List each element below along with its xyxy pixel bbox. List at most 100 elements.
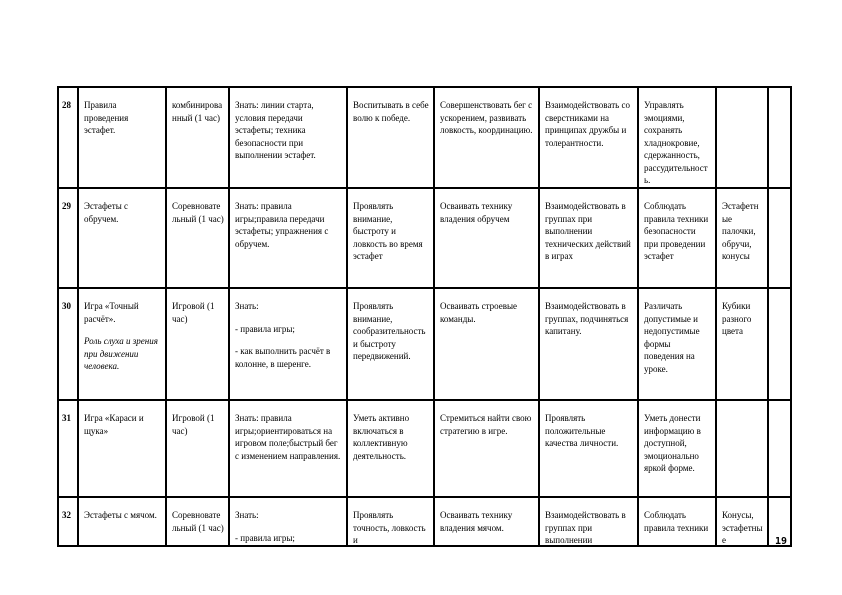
lesson-number-cell: 32: [57, 496, 79, 547]
personal-results-text: Воспитывать в себе волю к победе.: [353, 100, 429, 123]
communicative-results-text: Взаимодействовать в группах, подчиняться…: [545, 301, 629, 336]
personal-results-cell: Проявлять внимание, сообразительность и …: [346, 287, 435, 401]
lesson-type-text: Игровой (1 час): [172, 301, 215, 324]
equipment-cell: [715, 86, 769, 189]
regulative-results-cell: Уметь донести информацию в доступной, эм…: [637, 399, 717, 498]
regulative-results-text: Соблюдать правила техники: [644, 510, 709, 533]
table-row: 28 Правила проведения эстафет. комбинирова…: [57, 86, 792, 189]
subject-results-text: Стремиться найти свою стратегию в игре.: [440, 413, 532, 436]
knowledge-text: - правила игры;: [235, 323, 295, 334]
topic-text: Игра «Точный расчёт».: [84, 301, 139, 324]
lesson-number: 28: [62, 100, 71, 110]
topic-text: Роль слуха и зрения при движении человек…: [84, 336, 158, 371]
table-row: 29 Эстафеты с обручем. Соревновательный (1…: [57, 187, 792, 289]
topic-text: Игра «Караси и щука»: [84, 413, 144, 436]
knowledge-cell: Знать: правила игры;ориентироваться на и…: [228, 399, 348, 498]
lesson-type-text: комбинированный (1 час): [172, 100, 223, 123]
lesson-number: 31: [62, 413, 71, 423]
notes-cell: [767, 287, 792, 401]
topic-cell: Эстафеты с обручем.: [77, 187, 167, 289]
notes-cell: [767, 187, 792, 289]
table-row: 30 Игра «Точный расчёт». Роль слуха и зрен…: [57, 287, 792, 401]
lesson-type-cell: Соревновательный (1 час): [165, 187, 230, 289]
lesson-number-cell: 31: [57, 399, 79, 498]
table-row: 31 Игра «Караси и щука» Игровой (1 час) Зна…: [57, 399, 792, 498]
personal-results-text: Уметь активно включаться в коллективную …: [353, 413, 410, 461]
knowledge-text: Знать: правила игры;ориентироваться на и…: [235, 413, 341, 461]
communicative-results-text: Взаимодействовать со сверстниками на при…: [545, 100, 630, 148]
equipment-cell: Конусы, эстафетные: [715, 496, 769, 547]
communicative-results-text: Взаимодействовать в группах при выполнен…: [545, 510, 626, 545]
communicative-results-cell: Взаимодействовать со сверстниками на при…: [538, 86, 639, 189]
subject-results-cell: Совершенствовать бег с ускорением, разви…: [433, 86, 540, 189]
subject-results-cell: Стремиться найти свою стратегию в игре.: [433, 399, 540, 498]
topic-cell: Правила проведения эстафет.: [77, 86, 167, 189]
personal-results-cell: Воспитывать в себе волю к победе.: [346, 86, 435, 189]
subject-results-text: Осваивать технику владения обручем: [440, 201, 513, 224]
equipment-text: Конусы, эстафетные: [722, 510, 763, 545]
subject-results-text: Осваивать строевые команды.: [440, 301, 518, 324]
regulative-results-cell: Соблюдать правила техники: [637, 496, 717, 547]
personal-results-cell: Проявлять внимание, быстроту и ловкость …: [346, 187, 435, 289]
communicative-results-cell: Проявлять положительные качества личност…: [538, 399, 639, 498]
regulative-results-cell: Управлять эмоциями, сохранять хладнокров…: [637, 86, 717, 189]
subject-results-cell: Осваивать строевые команды.: [433, 287, 540, 401]
regulative-results-cell: Соблюдать правила техники безопасности п…: [637, 187, 717, 289]
subject-results-text: Совершенствовать бег с ускорением, разви…: [440, 100, 533, 135]
equipment-cell: Эстафетные палочки, обручи, конусы: [715, 187, 769, 289]
lesson-type-text: Соревновательный (1 час): [172, 201, 224, 224]
communicative-results-cell: Взаимодействовать в группах при выполнен…: [538, 496, 639, 547]
regulative-results-text: Управлять эмоциями, сохранять хладнокров…: [644, 100, 708, 185]
knowledge-text: Знать: правила игры;правила передачи эст…: [235, 201, 329, 249]
notes-cell: [767, 86, 792, 189]
personal-results-cell: Уметь активно включаться в коллективную …: [346, 399, 435, 498]
lesson-number-cell: 29: [57, 187, 79, 289]
knowledge-text: - правила игры;: [235, 532, 295, 543]
communicative-results-cell: Взаимодействовать в группах при выполнен…: [538, 187, 639, 289]
lesson-number: 29: [62, 201, 71, 211]
personal-results-text: Проявлять внимание, сообразительность и …: [353, 301, 426, 361]
lesson-plan-table: 28 Правила проведения эстафет. комбинирова…: [57, 86, 792, 547]
communicative-results-text: Взаимодействовать в группах при выполнен…: [545, 201, 631, 261]
equipment-cell: [715, 399, 769, 498]
regulative-results-text: Уметь донести информацию в доступной, эм…: [644, 413, 701, 473]
table-row: 32 Эстафеты с мячом. Соревновательный (1 ч…: [57, 496, 792, 547]
subject-results-text: Осваивать технику владения мячом.: [440, 510, 513, 533]
topic-cell: Игра «Караси и щука»: [77, 399, 167, 498]
subject-results-cell: Осваивать технику владения обручем: [433, 187, 540, 289]
lesson-type-text: Соревновательный (1 час): [172, 510, 224, 533]
regulative-results-text: Соблюдать правила техники безопасности п…: [644, 201, 709, 261]
regulative-results-text: Различать допустимые и недопустимые форм…: [644, 301, 700, 374]
lesson-type-cell: комбинированный (1 час): [165, 86, 230, 189]
topic-cell: Эстафеты с мячом.: [77, 496, 167, 547]
lesson-type-cell: Соревновательный (1 час): [165, 496, 230, 547]
equipment-text: Эстафетные палочки, обручи, конусы: [722, 201, 759, 261]
knowledge-cell: Знать: правила игры;правила передачи эст…: [228, 187, 348, 289]
knowledge-text: - как выполнить расчёт в колонне, в шере…: [235, 346, 331, 369]
knowledge-cell: Знать: линии старта, условия передачи эс…: [228, 86, 348, 189]
regulative-results-cell: Различать допустимые и недопустимые форм…: [637, 287, 717, 401]
lesson-type-text: Игровой (1 час): [172, 413, 215, 436]
knowledge-cell: Знать: - правила игры; - как выполнить рас…: [228, 287, 348, 401]
knowledge-text: Знать:: [235, 301, 259, 311]
topic-text: Эстафеты с обручем.: [84, 201, 129, 224]
equipment-text: Кубики разного цвета: [722, 301, 752, 336]
communicative-results-cell: Взаимодействовать в группах, подчиняться…: [538, 287, 639, 401]
personal-results-cell: Проявлять точность, ловкость и: [346, 496, 435, 547]
equipment-cell: Кубики разного цвета: [715, 287, 769, 401]
lesson-number: 32: [62, 510, 71, 520]
communicative-results-text: Проявлять положительные качества личност…: [545, 413, 619, 448]
subject-results-cell: Осваивать технику владения мячом.: [433, 496, 540, 547]
lesson-type-cell: Игровой (1 час): [165, 399, 230, 498]
lesson-number-cell: 30: [57, 287, 79, 401]
notes-cell: [767, 496, 792, 547]
lesson-number-cell: 28: [57, 86, 79, 189]
notes-cell: [767, 399, 792, 498]
topic-text: Правила проведения эстафет.: [84, 100, 129, 135]
lesson-number: 30: [62, 301, 71, 311]
page-number: 19: [775, 536, 788, 547]
personal-results-text: Проявлять точность, ловкость и: [353, 510, 426, 545]
topic-cell: Игра «Точный расчёт». Роль слуха и зрения…: [77, 287, 167, 401]
knowledge-text: Знать: линии старта, условия передачи эс…: [235, 100, 316, 160]
knowledge-cell: Знать: - правила игры;: [228, 496, 348, 547]
